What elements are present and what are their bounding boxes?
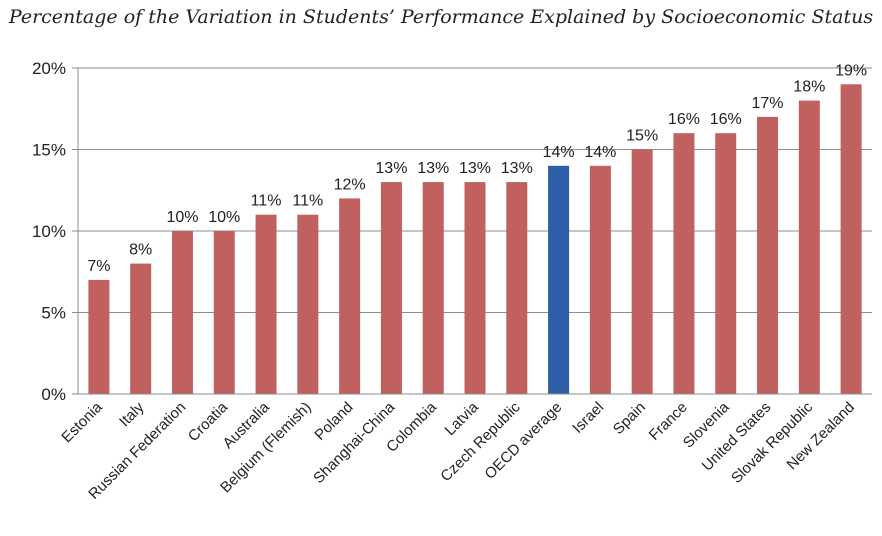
bar [715,133,737,394]
x-tick-label: Israel [569,399,607,437]
data-label: 12% [334,176,366,193]
x-tick-label: Italy [116,398,148,430]
bar [88,279,110,394]
data-label: 14% [543,144,575,161]
x-tick-label: OECD average [481,399,565,483]
y-tick-label: 20% [32,59,66,78]
bar [255,214,277,394]
bar [589,165,611,394]
x-tick-label: Estonia [58,398,106,446]
data-label: 13% [501,160,533,177]
chart-title: Percentage of the Variation in Students’… [8,6,874,28]
bar [506,182,528,394]
x-tick-label: Spain [610,399,649,438]
bar [757,116,779,395]
data-label: 14% [584,144,616,161]
bar [422,182,444,394]
data-label: 13% [375,160,407,177]
y-tick-label: 15% [32,141,66,160]
data-label: 11% [251,193,282,210]
data-label: 19% [835,62,867,79]
data-label: 16% [710,111,742,128]
bar [798,100,820,394]
bar [631,149,653,394]
data-label: 7% [87,258,110,275]
y-tick-label: 5% [41,304,66,323]
bar [339,198,361,394]
bar [171,231,193,394]
data-label: 17% [752,95,784,112]
data-label: 16% [668,111,700,128]
data-label: 10% [208,209,240,226]
data-label: 10% [166,209,198,226]
bar [297,214,319,394]
bar [840,84,862,395]
bar [213,231,235,394]
data-label: 8% [129,242,152,259]
bar [464,182,486,394]
bar [548,165,570,394]
y-tick-label: 0% [41,385,66,404]
y-tick-label: 10% [32,222,66,241]
data-label: 11% [292,193,323,210]
bar [673,133,695,394]
data-label: 18% [793,79,825,96]
data-label: 15% [626,128,658,145]
bar [130,263,152,394]
bar [380,182,402,394]
data-label: 13% [417,160,449,177]
data-label: 13% [459,160,491,177]
